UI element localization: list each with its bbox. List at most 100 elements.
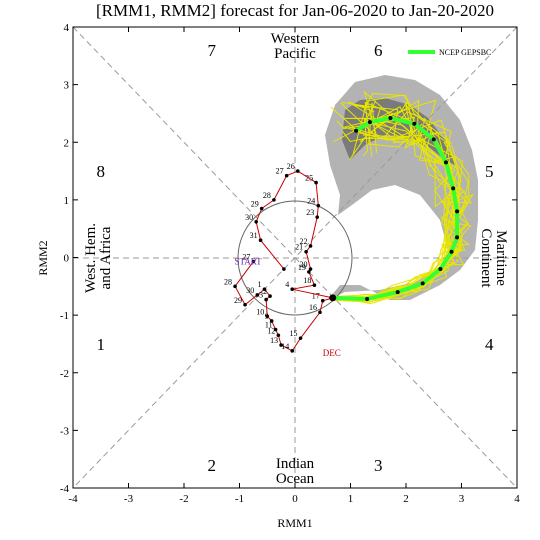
trajectory-point xyxy=(262,287,267,291)
trajectory-point xyxy=(268,294,272,298)
x-tick-label: -1 xyxy=(235,493,244,505)
y-tick-label: 2 xyxy=(64,137,70,149)
trajectory-date-label: 29 xyxy=(234,296,242,305)
trajectory-point xyxy=(273,327,278,332)
forecast-start-marker xyxy=(329,294,337,302)
y-tick-label: 0 xyxy=(64,253,70,265)
observed-trajectory: 2728293012310911121314151617313029282726… xyxy=(224,162,341,358)
phase-label: 3 xyxy=(374,456,383,475)
trajectory-date-label: 27 xyxy=(242,253,250,262)
y-tick-label: 3 xyxy=(64,80,70,92)
trajectory-point xyxy=(276,333,281,338)
y-tick-label: 1 xyxy=(64,195,70,207)
phase-label: 2 xyxy=(208,456,217,475)
trajectory-point xyxy=(282,267,286,271)
y-tick-label: 4 xyxy=(64,22,70,34)
x-tick-label: -2 xyxy=(179,493,188,505)
phase-label: 6 xyxy=(374,41,383,60)
trajectory-point xyxy=(279,343,283,347)
x-tick-label: -4 xyxy=(68,493,78,505)
region-label-western-pacific-1: Western xyxy=(271,31,320,47)
ensemble-mean-point xyxy=(438,267,443,272)
trajectory-date-label: 10 xyxy=(256,307,264,316)
trajectory-point xyxy=(315,215,320,219)
region-label-indian-ocean-1: Indian xyxy=(276,456,315,472)
trajectory-date-label: 2 xyxy=(263,287,267,296)
trajectory-date-label: 1 xyxy=(257,280,261,289)
region-label-west-hem-1: West. Hem. xyxy=(83,223,99,293)
trajectory-point xyxy=(304,249,308,254)
trajectory-date-label: 9 xyxy=(265,312,269,321)
trajectory-point xyxy=(318,310,322,315)
ensemble-mean-point xyxy=(388,116,393,121)
ensemble-mean-point xyxy=(367,120,372,125)
ensemble-member-line xyxy=(330,111,452,300)
trajectory-date-label: 20 xyxy=(300,260,308,269)
trajectory-date-label: 12 xyxy=(267,326,275,335)
ensemble-mean-point xyxy=(443,160,448,165)
trajectory-date-label: 19 xyxy=(298,263,306,272)
ensemble-mean-point xyxy=(449,249,454,254)
ensemble-mean-trajectory xyxy=(329,116,460,302)
spread-inner-shading xyxy=(342,98,455,165)
region-label-maritime-1: Maritime xyxy=(493,230,509,286)
trajectory-date-label: 13 xyxy=(270,336,278,345)
start-label: START xyxy=(234,257,262,267)
trajectory-point xyxy=(320,298,325,303)
trajectory-point xyxy=(290,349,295,353)
trajectory-date-label: 11 xyxy=(265,321,273,330)
trajectory-point xyxy=(295,169,300,173)
ensemble-mean-point xyxy=(431,137,436,142)
trajectory-date-label: 18 xyxy=(303,276,311,285)
trajectory-date-label: 26 xyxy=(287,162,295,171)
trajectory-date-label: 3 xyxy=(259,291,263,300)
x-tick-label: 3 xyxy=(459,493,465,505)
trajectory-date-label: 14 xyxy=(281,342,289,351)
trajectory-point xyxy=(269,319,274,323)
trajectory-date-label: 4 xyxy=(285,280,289,289)
trajectory-date-label: 28 xyxy=(263,191,271,200)
trajectory-date-label: 31 xyxy=(250,231,258,240)
x-tick-label: 1 xyxy=(348,493,354,505)
legend-label: NCEP GEPSBC xyxy=(439,48,491,57)
trajectory-point xyxy=(254,219,258,224)
dec-label: DEC xyxy=(323,348,341,358)
trajectory-point xyxy=(312,283,317,287)
trajectory-point xyxy=(272,198,276,202)
phase-label: 5 xyxy=(485,162,494,181)
trajectory-date-label: 15 xyxy=(290,329,298,338)
y-tick-label: -3 xyxy=(60,425,70,437)
x-axis-label: RMM1 xyxy=(277,516,312,530)
trajectory-date-label: 22 xyxy=(300,237,308,246)
phase-dividers xyxy=(72,26,518,489)
trajectory-date-label: 30 xyxy=(246,286,254,295)
trajectory-date-label: 21 xyxy=(295,243,303,252)
trajectory-point xyxy=(258,238,263,243)
trajectory-point xyxy=(233,284,237,289)
ensemble-mean-point xyxy=(395,290,400,295)
ensemble-member-line xyxy=(329,102,470,301)
trajectory-point xyxy=(255,293,260,297)
trajectory-date-label: 16 xyxy=(309,303,317,312)
ensemble-member-line xyxy=(335,100,472,300)
trajectory-point xyxy=(251,259,256,264)
unit-circle xyxy=(237,200,353,316)
trajectory-point xyxy=(314,180,318,185)
trajectory-date-label: 23 xyxy=(306,208,314,217)
trajectory-date-label: 24 xyxy=(307,197,315,206)
x-tick-label: 4 xyxy=(514,493,520,505)
region-label-western-pacific-2: Pacific xyxy=(274,46,316,62)
ensemble-mean-point xyxy=(455,235,460,240)
y-tick-label: -2 xyxy=(60,368,69,380)
trajectory-date-label: 27 xyxy=(276,167,284,176)
region-label-indian-ocean-2: Ocean xyxy=(276,471,315,487)
ensemble-mean-point xyxy=(455,209,460,214)
ensemble-mean-point xyxy=(451,186,456,191)
trajectory-date-label: 30 xyxy=(245,213,253,222)
chart-title: [RMM1, RMM2] forecast for Jan-06-2020 to… xyxy=(96,1,494,20)
trajectory-date-label: 17 xyxy=(312,292,320,301)
region-label-west-hem-2: and Africa xyxy=(98,226,114,289)
